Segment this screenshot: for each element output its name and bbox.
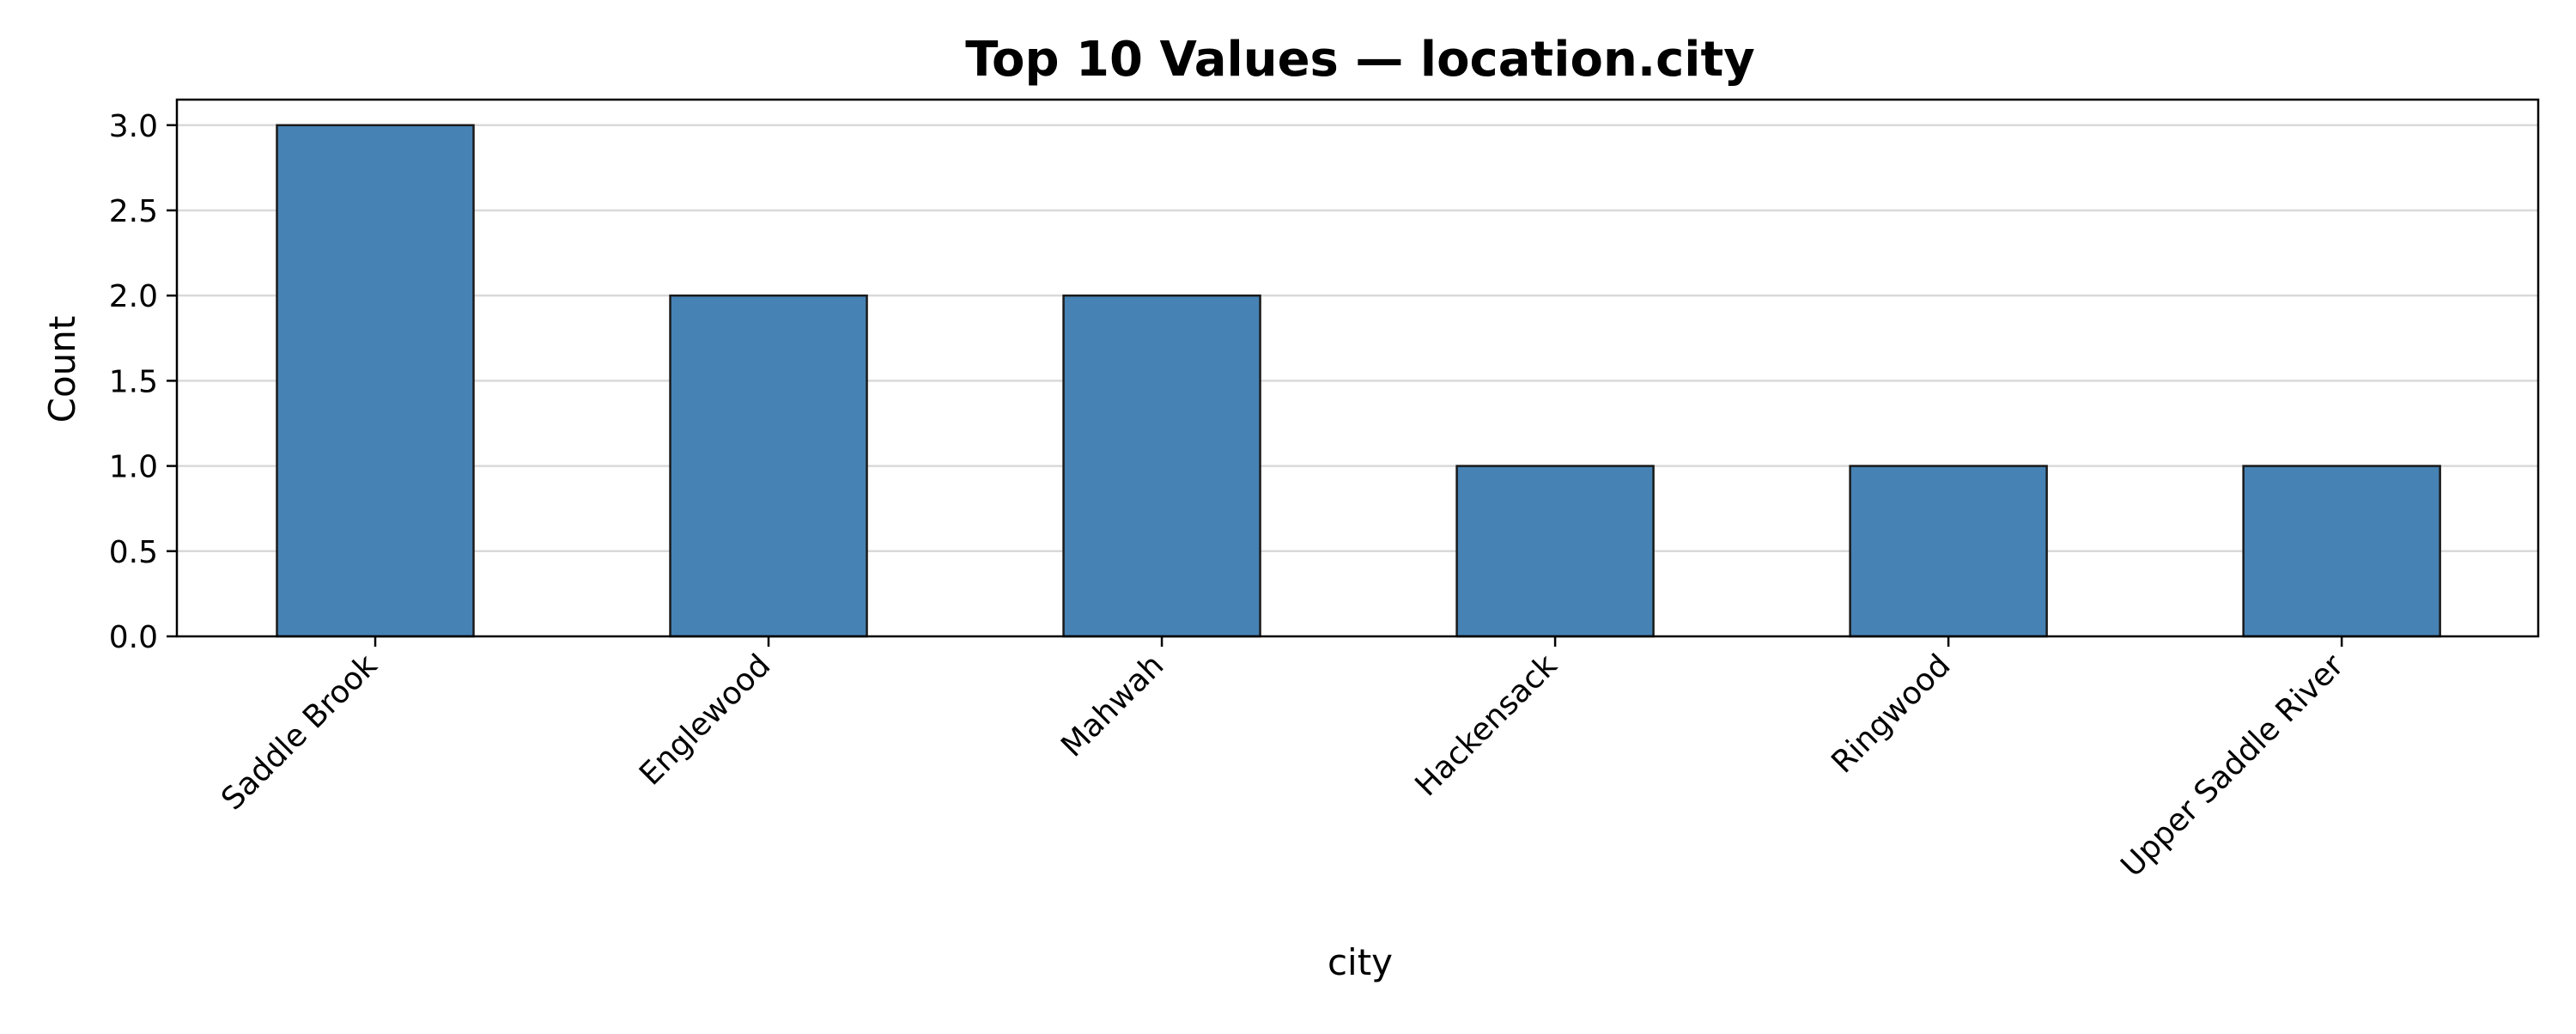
x-tick-label: Saddle Brook: [215, 648, 384, 817]
bar-ringwood: [1849, 465, 2048, 638]
x-axis-label: city: [1327, 941, 1393, 983]
x-tick-label: Hackensack: [1408, 648, 1564, 803]
y-tick-label: 0.0: [109, 620, 158, 655]
y-axis: 0.0 0.5 1.0 1.5 2.0 2.5 3.0: [109, 109, 177, 655]
y-tick-label: 0.5: [109, 535, 158, 570]
y-tick-label: 2.5: [109, 194, 158, 229]
y-tick-label: 1.0: [109, 450, 158, 485]
chart-title: Top 10 Values — location.city: [965, 32, 1755, 88]
y-tick-label: 1.5: [109, 364, 158, 399]
x-tick-label: Upper Saddle River: [2114, 648, 2350, 884]
bar-upper-saddle-river: [2242, 465, 2441, 638]
bar-mahwah: [1062, 294, 1261, 638]
bar-hackensack: [1455, 465, 1655, 638]
x-tick-label: Ringwood: [1825, 648, 1957, 780]
y-axis-label: Count: [41, 316, 83, 423]
plot-frame: [175, 98, 2540, 638]
y-tick-label: 2.0: [109, 279, 158, 314]
grid-lines: [177, 124, 2538, 553]
x-tick-label: Mahwah: [1054, 648, 1170, 763]
bars: [276, 124, 2441, 638]
bar-saddle-brook: [276, 124, 475, 638]
x-tick-label: Englewood: [633, 648, 777, 792]
x-axis: Saddle Brook Englewood Mahwah Hackensack Rin…: [215, 636, 2351, 884]
y-tick-label: 3.0: [109, 109, 158, 144]
bar-englewood: [669, 294, 868, 638]
